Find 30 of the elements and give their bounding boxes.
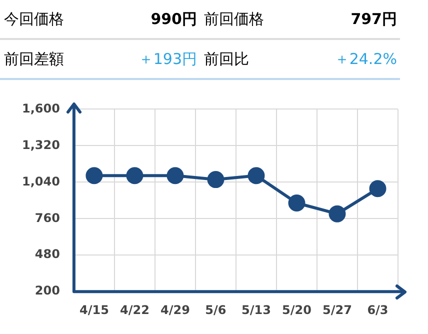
text: 990円 <box>150 10 197 28</box>
y-tick-label: 1,320 <box>22 138 60 152</box>
text: 前回比 <box>204 50 249 68</box>
text: 今回価格 <box>4 10 64 28</box>
y-tick-label: 1,600 <box>22 101 60 116</box>
x-tick-label: 4/29 <box>160 302 190 317</box>
text: 前回価格 <box>204 10 264 28</box>
point <box>166 167 184 184</box>
point <box>369 180 386 198</box>
text: ＋24.2% <box>334 50 397 68</box>
point <box>207 171 224 188</box>
point <box>288 194 306 212</box>
y-tick-label: 480 <box>34 247 60 262</box>
y-tick-label: 760 <box>34 210 60 225</box>
x-tick-label: 5/13 <box>242 302 271 317</box>
text: 797円 <box>350 10 397 28</box>
x-tick-label: 5/20 <box>282 302 312 317</box>
y-tick-label: 1,040 <box>22 174 60 188</box>
x-tick-label: 5/6 <box>205 302 226 317</box>
point <box>126 167 144 184</box>
point <box>248 167 265 184</box>
point <box>328 205 346 222</box>
text: 前回差額 <box>4 50 64 68</box>
point <box>86 167 103 184</box>
x-tick-label: 4/22 <box>120 302 150 317</box>
x-tick-label: 6/3 <box>367 302 388 317</box>
text: ＋193円 <box>138 50 197 68</box>
y-tick-label: 200 <box>34 284 60 298</box>
x-tick-label: 5/27 <box>322 302 352 317</box>
x-tick-label: 4/15 <box>79 302 109 317</box>
